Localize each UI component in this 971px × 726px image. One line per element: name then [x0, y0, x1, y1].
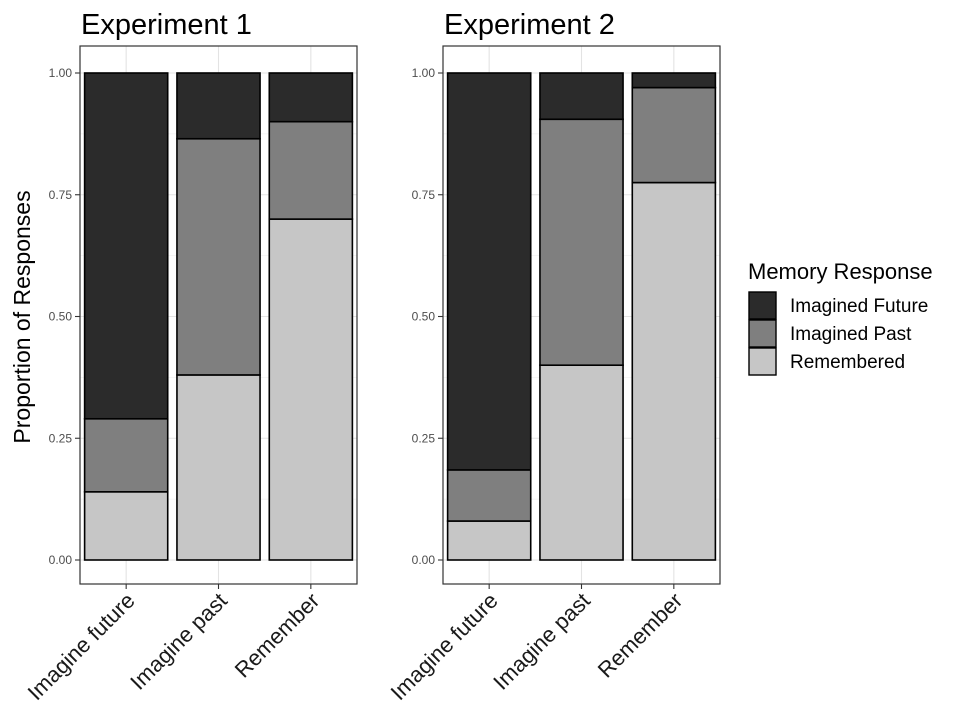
bar-segment-imagined-past: [539, 118, 624, 366]
y-tick-label: 0.25: [412, 431, 436, 445]
legend-label: Imagined Future: [790, 296, 928, 317]
bar-segment-imagined-past: [631, 86, 717, 184]
bar-segment-remembered: [268, 218, 354, 561]
bar-segment-imagined-past: [268, 120, 354, 220]
x-category-label: Remember: [593, 588, 688, 683]
bar-segment-remembered: [83, 491, 169, 561]
bar-segment-imagined-future: [446, 72, 532, 471]
legend: Memory Response Imagined Future Imagined P…: [748, 259, 933, 376]
x-category-label: Remember: [230, 588, 325, 683]
y-tick-label: 0.25: [49, 431, 73, 445]
legend-label: Imagined Past: [790, 324, 912, 345]
y-tick-label: 0.75: [49, 188, 73, 202]
panel-2: Experiment 2 0.00 0.25 0.50 0.75 1.00 Imagine …: [386, 9, 721, 705]
x-category-label: Imagine past: [125, 588, 232, 695]
bar-segment-imagined-future: [176, 72, 261, 140]
legend-title: Memory Response: [748, 259, 933, 284]
y-tick-label: 0.50: [412, 310, 436, 324]
legend-swatch: [748, 347, 777, 376]
bar-segment-imagined-future: [631, 72, 717, 89]
bar-segment-imagined-past: [83, 417, 169, 493]
y-tick-label: 1.00: [412, 66, 436, 80]
bar-segment-imagined-future: [83, 72, 169, 420]
y-axis-title: Proportion of Responses: [9, 190, 35, 443]
legend-swatch: [748, 291, 777, 320]
x-category-label: Imagine future: [386, 588, 503, 705]
panel-title: Experiment 2: [444, 9, 615, 41]
x-category-label: Imagine past: [488, 588, 595, 695]
x-category-label: Imagine future: [23, 588, 140, 705]
bar-segment-remembered: [446, 520, 532, 561]
y-tick-label: 0.00: [49, 553, 73, 567]
y-tick-label: 1.00: [49, 66, 73, 80]
panel-1: Experiment 1 0.00 0.25 0.50 0.75 1.00 Imagine …: [23, 9, 358, 705]
bar-segment-remembered: [631, 181, 717, 561]
bar-segment-imagined-future: [539, 72, 624, 121]
legend-swatch: [748, 319, 777, 348]
bar-segment-imagined-past: [176, 137, 261, 376]
bar-segment-imagined-future: [268, 72, 354, 123]
y-tick-label: 0.00: [412, 553, 436, 567]
bar-segment-imagined-past: [446, 469, 532, 522]
legend-label: Remembered: [790, 352, 905, 373]
bar-segment-remembered: [539, 364, 624, 561]
y-tick-label: 0.50: [49, 310, 73, 324]
chart-panels: Experiment 1 0.00 0.25 0.50 0.75 1.00 Imagine …: [23, 9, 721, 705]
bar-segment-remembered: [176, 374, 261, 561]
y-tick-label: 0.75: [412, 188, 436, 202]
panel-title: Experiment 1: [81, 9, 252, 41]
